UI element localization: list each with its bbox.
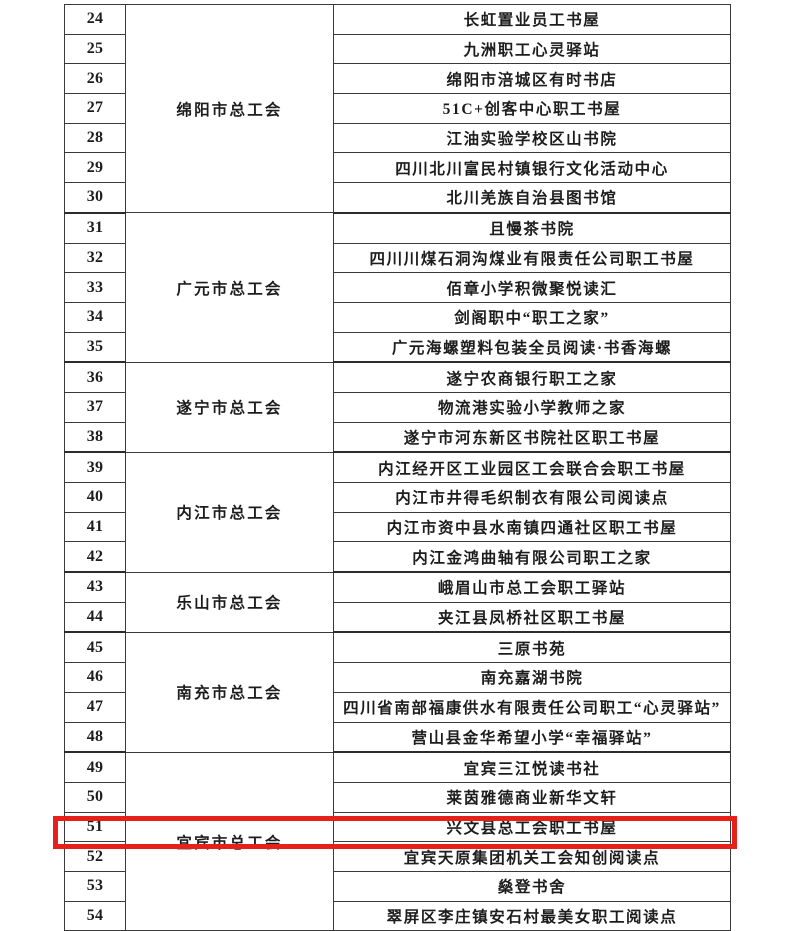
table-row: 53 燊登书舍	[64, 870, 731, 902]
row-name: 内江经开区工业园区工会联合会职工书屋	[333, 451, 731, 484]
document-page: 24 绵阳市总工会 长虹置业员工书屋 25 九洲职工心灵驿站 26 绵阳市涪城区…	[53, 3, 737, 931]
table-row: 26 绵阳市涪城区有时书店	[64, 63, 731, 95]
table-row: 43 乐山市总工会 峨眉山市总工会职工驿站	[64, 571, 731, 633]
table-row: 49 宜宾市总工会 宜宾三江悦读书社	[64, 751, 731, 931]
table-row: 42 内江金鸿曲轴有限公司职工之家	[64, 541, 731, 574]
row-index: 27	[64, 93, 126, 124]
row-name: 内江市井得毛织制衣有限公司阅读点	[333, 482, 731, 513]
org-cell-yibin: 宜宾市总工会	[125, 751, 334, 931]
row-index: 52	[64, 841, 126, 872]
row-index: 29	[64, 152, 126, 184]
table-row: 28 江油实验学校区山书院	[64, 122, 731, 154]
row-index: 36	[64, 361, 126, 393]
row-index: 41	[64, 511, 126, 543]
org-cell-mianyang: 绵阳市总工会	[125, 3, 334, 214]
table-row: 35 广元海螺塑料包装全员阅读·书香海螺	[64, 331, 731, 364]
row-name: 51C+创客中心职工书屋	[333, 93, 731, 124]
row-name: 北川羌族自治县图书馆	[333, 182, 731, 214]
org-cell-suining: 遂宁市总工会	[125, 361, 334, 453]
row-name: 夹江县凤桥社区职工书屋	[333, 601, 731, 634]
row-name: 广元海螺塑料包装全员阅读·书香海螺	[333, 331, 731, 364]
table-row: 32 四川川煤石洞沟煤业有限责任公司职工书屋	[64, 242, 731, 274]
row-index: 54	[64, 900, 126, 931]
row-index: 50	[64, 781, 126, 813]
row-index: 24	[64, 4, 126, 35]
table-row: 39 内江市总工会 内江经开区工业园区工会联合会职工书屋	[64, 451, 731, 573]
row-name: 江油实验学校区山书院	[333, 122, 731, 154]
table-row: 36 遂宁市总工会 遂宁农商银行职工之家	[64, 361, 731, 453]
row-name: 遂宁市河东新区书院社区职工书屋	[333, 421, 731, 454]
table-row: 33 佰章小学积微聚悦读汇	[64, 272, 731, 303]
row-name: 宜宾三江悦读书社	[333, 751, 731, 783]
table-row: 31 广元市总工会 且慢茶书院	[64, 212, 731, 363]
table-row: 30 北川羌族自治县图书馆	[64, 182, 731, 214]
row-name: 四川省南部福康供水有限责任公司职工“心灵驿站”	[333, 691, 731, 723]
row-name: 绵阳市涪城区有时书店	[333, 63, 731, 95]
table-row: 29 四川北川富民村镇银行文化活动中心	[64, 152, 731, 184]
row-index: 39	[64, 451, 126, 484]
row-name: 四川北川富民村镇银行文化活动中心	[333, 152, 731, 184]
row-name: 内江市资中县水南镇四通社区职工书屋	[333, 511, 731, 543]
table-row: 24 绵阳市总工会 长虹置业员工书屋	[64, 3, 731, 214]
row-index: 49	[64, 751, 126, 783]
row-name: 南充嘉湖书院	[333, 662, 731, 693]
org-cell-leshan: 乐山市总工会	[125, 571, 334, 633]
row-name: 兴文县总工会职工书屋	[333, 811, 731, 843]
row-index: 46	[64, 662, 126, 693]
row-name: 四川川煤石洞沟煤业有限责任公司职工书屋	[333, 242, 731, 274]
row-name: 物流港实验小学教师之家	[333, 391, 731, 423]
row-name: 且慢茶书院	[333, 212, 731, 244]
row-name: 长虹置业员工书屋	[333, 4, 731, 35]
table-row: 40 内江市井得毛织制衣有限公司阅读点	[64, 482, 731, 513]
table-row: 37 物流港实验小学教师之家	[64, 391, 731, 423]
table-row: 34 剑阁职中“职工之家”	[64, 301, 731, 333]
row-index: 35	[64, 331, 126, 364]
table-row: 48 营山县金华希望小学“幸福驿站”	[64, 721, 731, 754]
row-index: 26	[64, 63, 126, 95]
row-index: 53	[64, 870, 126, 902]
row-name: 内江金鸿曲轴有限公司职工之家	[333, 541, 731, 574]
row-name: 九洲职工心灵驿站	[333, 33, 731, 65]
table-row: 25 九洲职工心灵驿站	[64, 33, 731, 65]
row-index: 42	[64, 541, 126, 574]
row-name: 营山县金华希望小学“幸福驿站”	[333, 721, 731, 754]
table-row: 44 夹江县凤桥社区职工书屋	[64, 601, 731, 634]
row-name: 宜宾天原集团机关工会知创阅读点	[333, 841, 731, 872]
row-index: 33	[64, 272, 126, 303]
row-index: 47	[64, 691, 126, 723]
row-index: 48	[64, 721, 126, 754]
org-cell-guangyuan: 广元市总工会	[125, 212, 334, 363]
row-index: 30	[64, 182, 126, 214]
row-index: 31	[64, 212, 126, 244]
table-row: 45 南充市总工会 三原书苑	[64, 631, 731, 753]
row-index: 51	[64, 811, 126, 843]
row-index: 45	[64, 631, 126, 664]
row-name: 剑阁职中“职工之家”	[333, 301, 731, 333]
table-row: 38 遂宁市河东新区书院社区职工书屋	[64, 421, 731, 454]
table-row: 27 51C+创客中心职工书屋	[64, 93, 731, 124]
row-index: 44	[64, 601, 126, 634]
row-name: 莱茵雅德商业新华文轩	[333, 781, 731, 813]
row-index: 34	[64, 301, 126, 333]
row-name: 翠屏区李庄镇安石村最美女职工阅读点	[333, 900, 731, 931]
org-cell-nanchong: 南充市总工会	[125, 631, 334, 753]
org-cell-neijiang: 内江市总工会	[125, 451, 334, 573]
row-index: 37	[64, 391, 126, 423]
row-index: 28	[64, 122, 126, 154]
table-body: 24 绵阳市总工会 长虹置业员工书屋 25 九洲职工心灵驿站 26 绵阳市涪城区…	[64, 3, 731, 931]
row-name: 燊登书舍	[333, 870, 731, 902]
row-name: 峨眉山市总工会职工驿站	[333, 571, 731, 603]
table-row: 50 莱茵雅德商业新华文轩	[64, 781, 731, 813]
row-index: 43	[64, 571, 126, 603]
row-name: 佰章小学积微聚悦读汇	[333, 272, 731, 303]
row-index: 25	[64, 33, 126, 65]
reading-rooms-table: 24 绵阳市总工会 长虹置业员工书屋 25 九洲职工心灵驿站 26 绵阳市涪城区…	[64, 3, 731, 931]
row-index: 40	[64, 482, 126, 513]
row-index: 38	[64, 421, 126, 454]
row-name: 遂宁农商银行职工之家	[333, 361, 731, 393]
row-name: 三原书苑	[333, 631, 731, 664]
row-index: 32	[64, 242, 126, 274]
table-row: 46 南充嘉湖书院	[64, 662, 731, 693]
